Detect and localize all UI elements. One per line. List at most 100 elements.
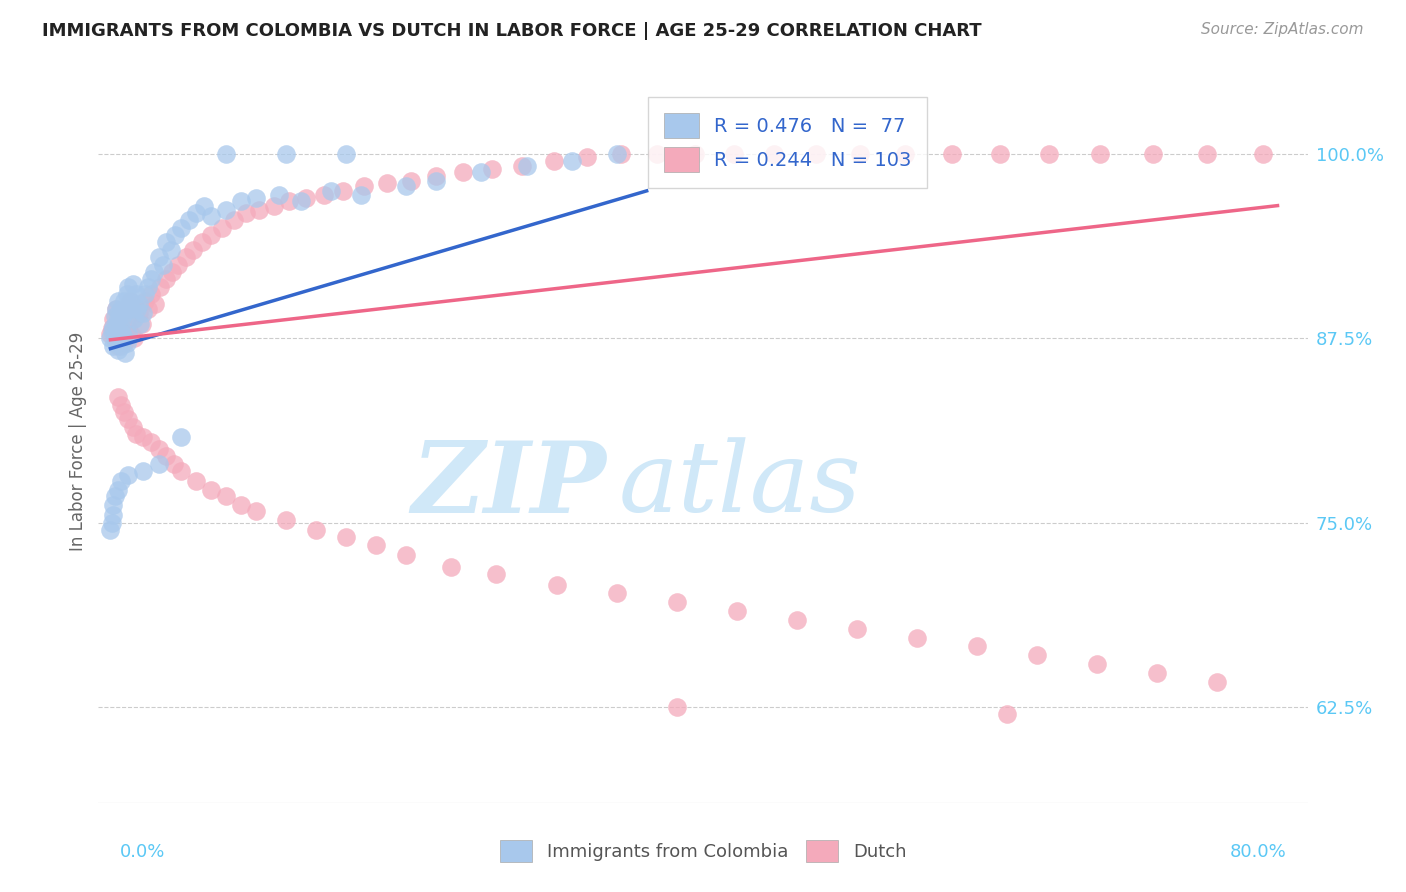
Legend: R = 0.476   N =  77, R = 0.244   N = 103: R = 0.476 N = 77, R = 0.244 N = 103 bbox=[648, 97, 927, 188]
Text: 0.0%: 0.0% bbox=[120, 843, 165, 861]
Point bbox=[177, 213, 200, 227]
Point bbox=[174, 250, 197, 264]
Point bbox=[139, 434, 162, 449]
Point bbox=[117, 412, 139, 426]
Point bbox=[152, 258, 174, 272]
Point bbox=[425, 169, 447, 183]
Point bbox=[112, 405, 135, 419]
Point bbox=[215, 202, 238, 217]
Point bbox=[170, 464, 193, 478]
Point bbox=[163, 228, 186, 243]
Point bbox=[121, 326, 143, 341]
Point bbox=[786, 613, 808, 627]
Point bbox=[440, 560, 463, 574]
Point bbox=[181, 243, 204, 257]
Point bbox=[122, 312, 145, 326]
Point bbox=[665, 700, 688, 714]
Point bbox=[485, 567, 508, 582]
Point bbox=[184, 206, 207, 220]
Point bbox=[111, 326, 134, 341]
Text: Source: ZipAtlas.com: Source: ZipAtlas.com bbox=[1201, 22, 1364, 37]
Point bbox=[107, 312, 129, 326]
Point bbox=[170, 430, 193, 444]
Point bbox=[846, 622, 869, 636]
Point bbox=[941, 147, 963, 161]
Point bbox=[121, 301, 143, 316]
Point bbox=[247, 202, 270, 217]
Point bbox=[229, 194, 252, 209]
Point bbox=[105, 335, 128, 350]
Point bbox=[425, 173, 447, 187]
Point bbox=[1026, 648, 1049, 663]
Point bbox=[105, 301, 128, 316]
Point bbox=[148, 457, 170, 471]
Point bbox=[606, 147, 628, 161]
Point bbox=[107, 294, 129, 309]
Text: 80.0%: 80.0% bbox=[1230, 843, 1286, 861]
Point bbox=[115, 335, 138, 350]
Point bbox=[125, 301, 148, 316]
Point bbox=[200, 209, 222, 223]
Point bbox=[136, 279, 159, 293]
Point bbox=[118, 294, 141, 309]
Point bbox=[1090, 147, 1112, 161]
Point bbox=[1085, 657, 1108, 672]
Point bbox=[905, 631, 928, 645]
Point bbox=[305, 523, 328, 537]
Point bbox=[160, 265, 183, 279]
Point bbox=[112, 331, 135, 345]
Point bbox=[105, 301, 128, 316]
Point bbox=[131, 317, 153, 331]
Point bbox=[114, 346, 136, 360]
Point bbox=[148, 250, 170, 264]
Point bbox=[1206, 674, 1229, 689]
Point bbox=[294, 191, 316, 205]
Point bbox=[645, 147, 668, 161]
Point bbox=[184, 475, 207, 489]
Point bbox=[107, 339, 129, 353]
Point bbox=[453, 164, 475, 178]
Point bbox=[105, 317, 128, 331]
Point bbox=[481, 161, 503, 176]
Point bbox=[103, 312, 125, 326]
Point bbox=[1146, 666, 1168, 681]
Point bbox=[101, 321, 124, 335]
Point bbox=[100, 326, 122, 341]
Point bbox=[111, 312, 134, 326]
Point bbox=[276, 513, 298, 527]
Point bbox=[995, 707, 1018, 722]
Text: ZIP: ZIP bbox=[412, 437, 606, 533]
Point bbox=[117, 279, 139, 293]
Point bbox=[103, 339, 125, 353]
Point bbox=[122, 419, 145, 434]
Point bbox=[134, 294, 156, 309]
Point bbox=[110, 339, 132, 353]
Point bbox=[725, 604, 748, 618]
Point bbox=[278, 194, 301, 209]
Point bbox=[101, 324, 124, 338]
Point bbox=[108, 305, 131, 319]
Point bbox=[114, 306, 136, 320]
Point bbox=[1038, 147, 1060, 161]
Point bbox=[321, 184, 343, 198]
Point bbox=[353, 179, 375, 194]
Point bbox=[128, 306, 150, 320]
Point bbox=[200, 228, 222, 243]
Point bbox=[267, 188, 290, 202]
Point bbox=[988, 147, 1011, 161]
Point bbox=[966, 640, 988, 654]
Point bbox=[112, 335, 135, 350]
Point bbox=[155, 272, 177, 286]
Point bbox=[763, 147, 786, 161]
Point bbox=[101, 516, 124, 530]
Point bbox=[395, 548, 418, 562]
Point bbox=[118, 294, 141, 309]
Text: IMMIGRANTS FROM COLOMBIA VS DUTCH IN LABOR FORCE | AGE 25-29 CORRELATION CHART: IMMIGRANTS FROM COLOMBIA VS DUTCH IN LAB… bbox=[42, 22, 981, 40]
Point bbox=[145, 297, 167, 311]
Point bbox=[470, 164, 492, 178]
Point bbox=[665, 595, 688, 609]
Point bbox=[350, 188, 373, 202]
Point bbox=[159, 243, 181, 257]
Point bbox=[100, 523, 122, 537]
Point bbox=[235, 206, 257, 220]
